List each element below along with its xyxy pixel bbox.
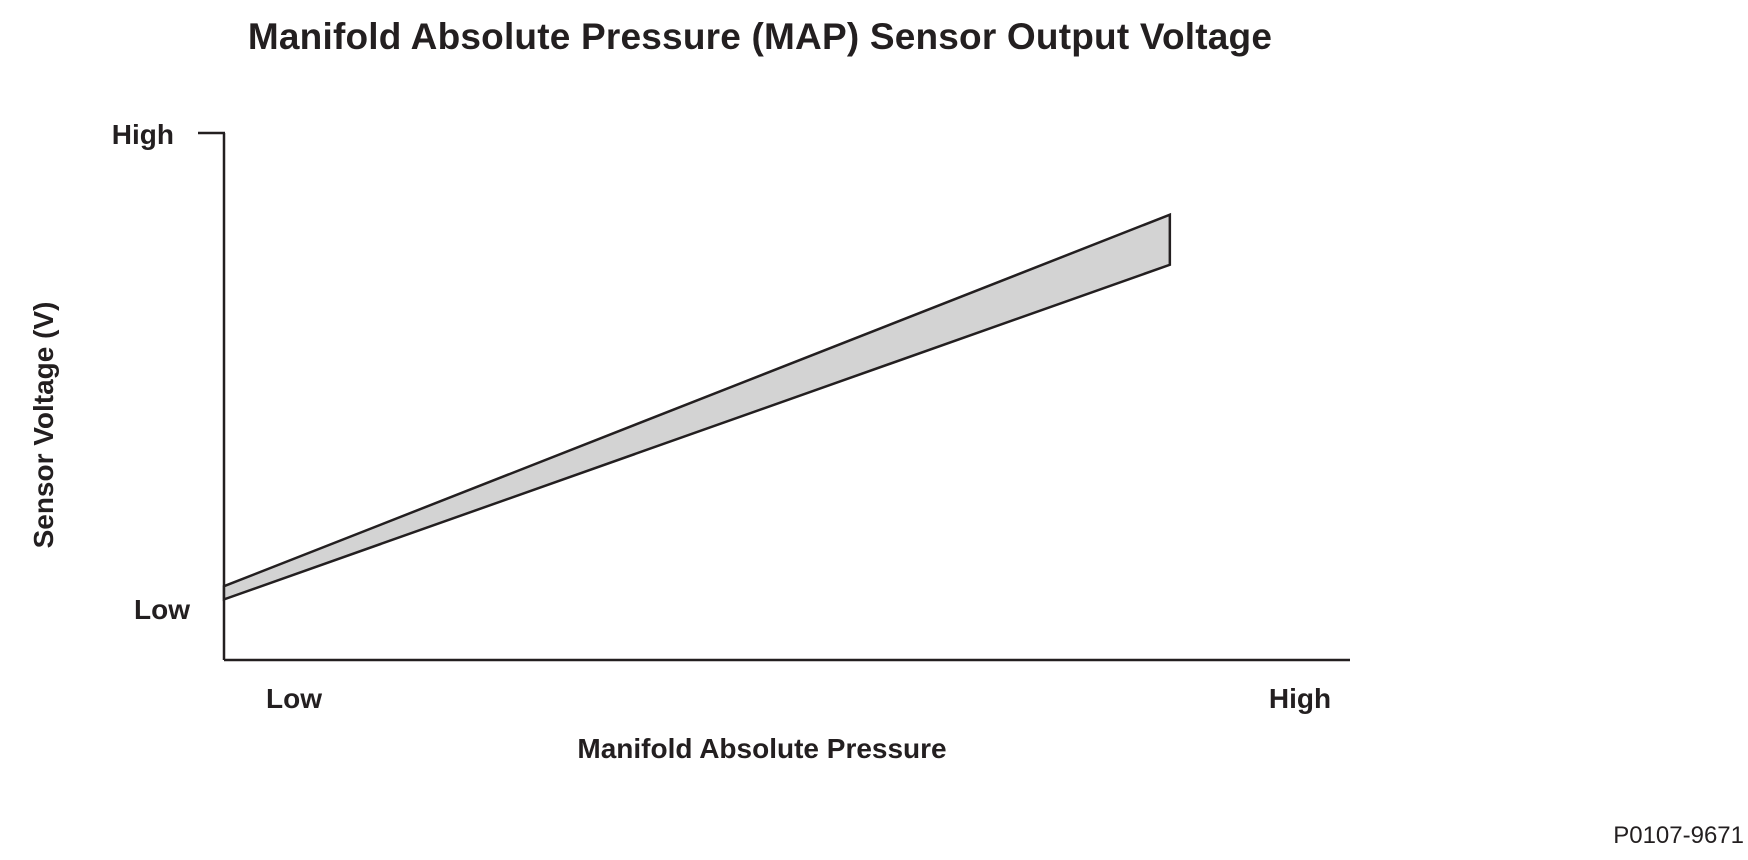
chart-title: Manifold Absolute Pressure (MAP) Sensor … bbox=[247, 16, 1273, 57]
y-tick-label-high: High bbox=[112, 119, 174, 150]
x-tick-label-low: Low bbox=[266, 683, 322, 714]
y-axis-title: Sensor Voltage (V) bbox=[28, 302, 59, 549]
x-tick-label-high: High bbox=[1269, 683, 1331, 714]
voltage-band-series bbox=[222, 212, 1172, 602]
figure-id: P0107-9671 bbox=[1613, 822, 1744, 849]
x-axis-title: Manifold Absolute Pressure bbox=[577, 733, 946, 764]
y-tick-label-low: Low bbox=[134, 594, 190, 625]
